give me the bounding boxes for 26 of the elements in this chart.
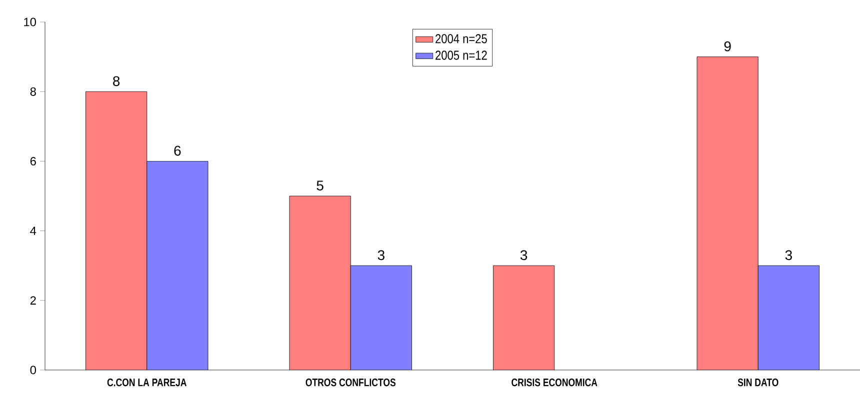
x-tick-label: SIN DATO xyxy=(738,378,778,386)
bar xyxy=(696,56,758,370)
bar xyxy=(493,266,554,370)
y-tick-label: 10 xyxy=(24,18,36,26)
y-tick-label: 8 xyxy=(30,87,36,96)
x-tick-label: C.CON LA PAREJA xyxy=(107,378,186,386)
x-tick-label: CRISIS ECONOMICA xyxy=(512,378,598,386)
data-label: 3 xyxy=(785,250,792,260)
bar xyxy=(350,266,412,370)
bar xyxy=(290,196,351,370)
legend-label: 2004 n=25 xyxy=(436,34,487,44)
data-label: 3 xyxy=(378,250,384,260)
data-label: 6 xyxy=(174,146,181,156)
bar xyxy=(758,265,820,370)
y-tick-label: 2 xyxy=(30,296,36,305)
x-tick-label: OTROS CONFLICTOS xyxy=(306,378,396,386)
data-label: 8 xyxy=(113,76,120,86)
bar xyxy=(146,161,208,370)
y-tick-label: 4 xyxy=(30,226,36,235)
legend-label: 2005 n=12 xyxy=(436,50,487,60)
data-label: 5 xyxy=(316,180,324,190)
data-label: 3 xyxy=(520,250,528,260)
data-label: 9 xyxy=(724,41,731,52)
bar xyxy=(86,92,147,370)
y-tick-label: 0 xyxy=(30,366,36,374)
y-tick-label: 6 xyxy=(30,156,36,166)
